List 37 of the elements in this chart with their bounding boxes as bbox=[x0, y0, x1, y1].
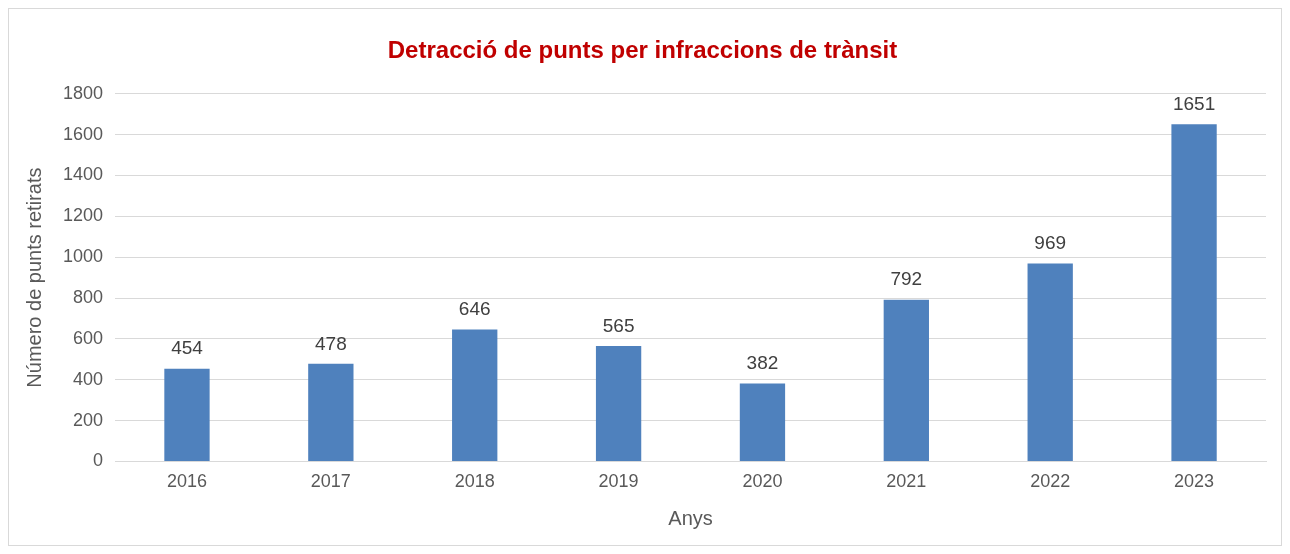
data-label: 969 bbox=[1034, 232, 1067, 254]
bar bbox=[452, 329, 498, 461]
y-tick-label: 600 bbox=[73, 327, 104, 348]
x-tick-label: 2022 bbox=[1030, 471, 1071, 492]
bar bbox=[308, 363, 354, 461]
x-axis-title: Anys bbox=[668, 506, 713, 529]
data-label: 646 bbox=[458, 298, 491, 320]
bar bbox=[1171, 124, 1217, 461]
y-tick-label: 200 bbox=[73, 409, 104, 430]
bar bbox=[595, 346, 642, 461]
y-tick-label: 1000 bbox=[63, 246, 104, 267]
x-tick-label: 2020 bbox=[742, 471, 783, 492]
y-tick-label: 400 bbox=[73, 368, 104, 389]
x-tick-label: 2021 bbox=[886, 471, 927, 492]
bar bbox=[1027, 263, 1073, 461]
data-label: 478 bbox=[315, 332, 347, 354]
x-tick-label: 2018 bbox=[454, 471, 495, 492]
data-label: 792 bbox=[890, 268, 923, 290]
data-label: 454 bbox=[171, 337, 204, 359]
bar bbox=[883, 299, 929, 461]
bar bbox=[164, 368, 210, 461]
bar bbox=[739, 383, 786, 461]
data-label: 565 bbox=[602, 314, 635, 336]
data-label: 1651 bbox=[1172, 92, 1216, 114]
y-axis-title: Número de punts retirats bbox=[22, 167, 45, 388]
y-tick-label: 1200 bbox=[63, 205, 104, 226]
y-tick-label: 0 bbox=[93, 450, 104, 471]
y-tick-label: 800 bbox=[73, 286, 104, 307]
x-tick-label: 2023 bbox=[1174, 471, 1215, 492]
x-tick-label: 2016 bbox=[166, 471, 207, 492]
y-tick-label: 1800 bbox=[63, 82, 104, 103]
x-tick-label: 2019 bbox=[598, 471, 639, 492]
y-tick-label: 1600 bbox=[63, 123, 104, 144]
y-tick-label: 1400 bbox=[63, 164, 104, 185]
chart-title: Detracció de punts per infraccions de trànsit bbox=[387, 36, 898, 64]
data-label: 382 bbox=[746, 352, 779, 374]
x-tick-label: 2017 bbox=[310, 471, 351, 492]
